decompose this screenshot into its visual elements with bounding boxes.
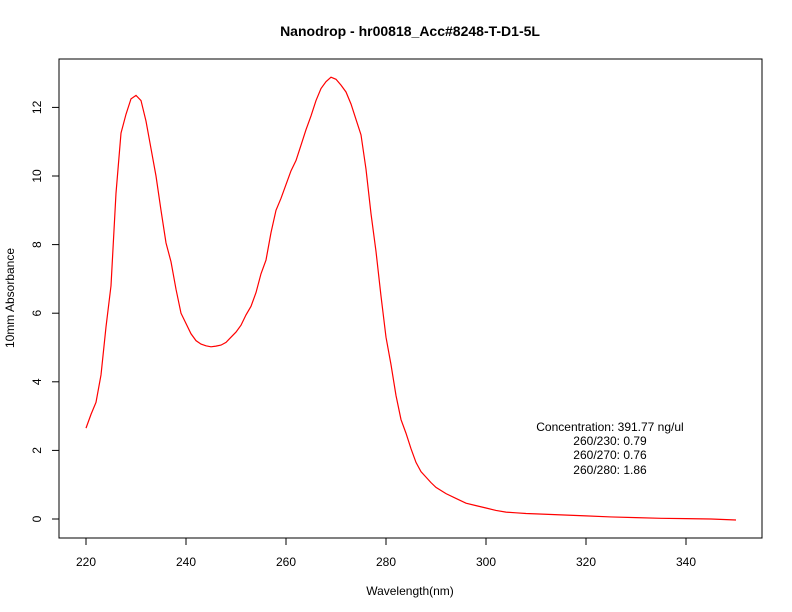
ratio-260-280-label: 260/280: 1.86 (573, 463, 647, 477)
stats-annotation: Concentration: 391.77 ng/ul 260/230: 0.7… (536, 420, 683, 477)
y-tick-label: 10 (30, 169, 44, 183)
x-tick-label: 240 (176, 555, 196, 569)
concentration-label: Concentration: 391.77 ng/ul (536, 420, 683, 434)
plot-frame (58, 58, 763, 539)
x-axis: 220 240 260 280 300 320 340 (76, 538, 696, 569)
x-tick-label: 280 (376, 555, 396, 569)
y-tick-label: 0 (30, 515, 44, 522)
y-tick-label: 2 (30, 447, 44, 454)
ratio-260-270-label: 260/270: 0.76 (573, 448, 647, 462)
y-tick-label: 12 (30, 100, 44, 114)
x-tick-label: 260 (276, 555, 296, 569)
chart-title: Nanodrop - hr00818_Acc#8248-T-D1-5L (280, 23, 540, 39)
ratio-260-230-label: 260/230: 0.79 (573, 434, 647, 448)
x-tick-label: 340 (676, 555, 696, 569)
y-tick-label: 6 (30, 310, 44, 317)
absorbance-line (85, 76, 737, 521)
y-tick-label: 8 (30, 241, 44, 248)
y-axis: 0 2 4 6 8 10 12 (30, 100, 59, 522)
x-tick-label: 320 (576, 555, 596, 569)
x-tick-label: 300 (476, 555, 496, 569)
x-axis-label: Wavelength(nm) (366, 584, 454, 598)
y-tick-label: 4 (30, 378, 44, 385)
y-axis-label: 10mm Absorbance (3, 248, 17, 348)
x-tick-label: 220 (76, 555, 96, 569)
